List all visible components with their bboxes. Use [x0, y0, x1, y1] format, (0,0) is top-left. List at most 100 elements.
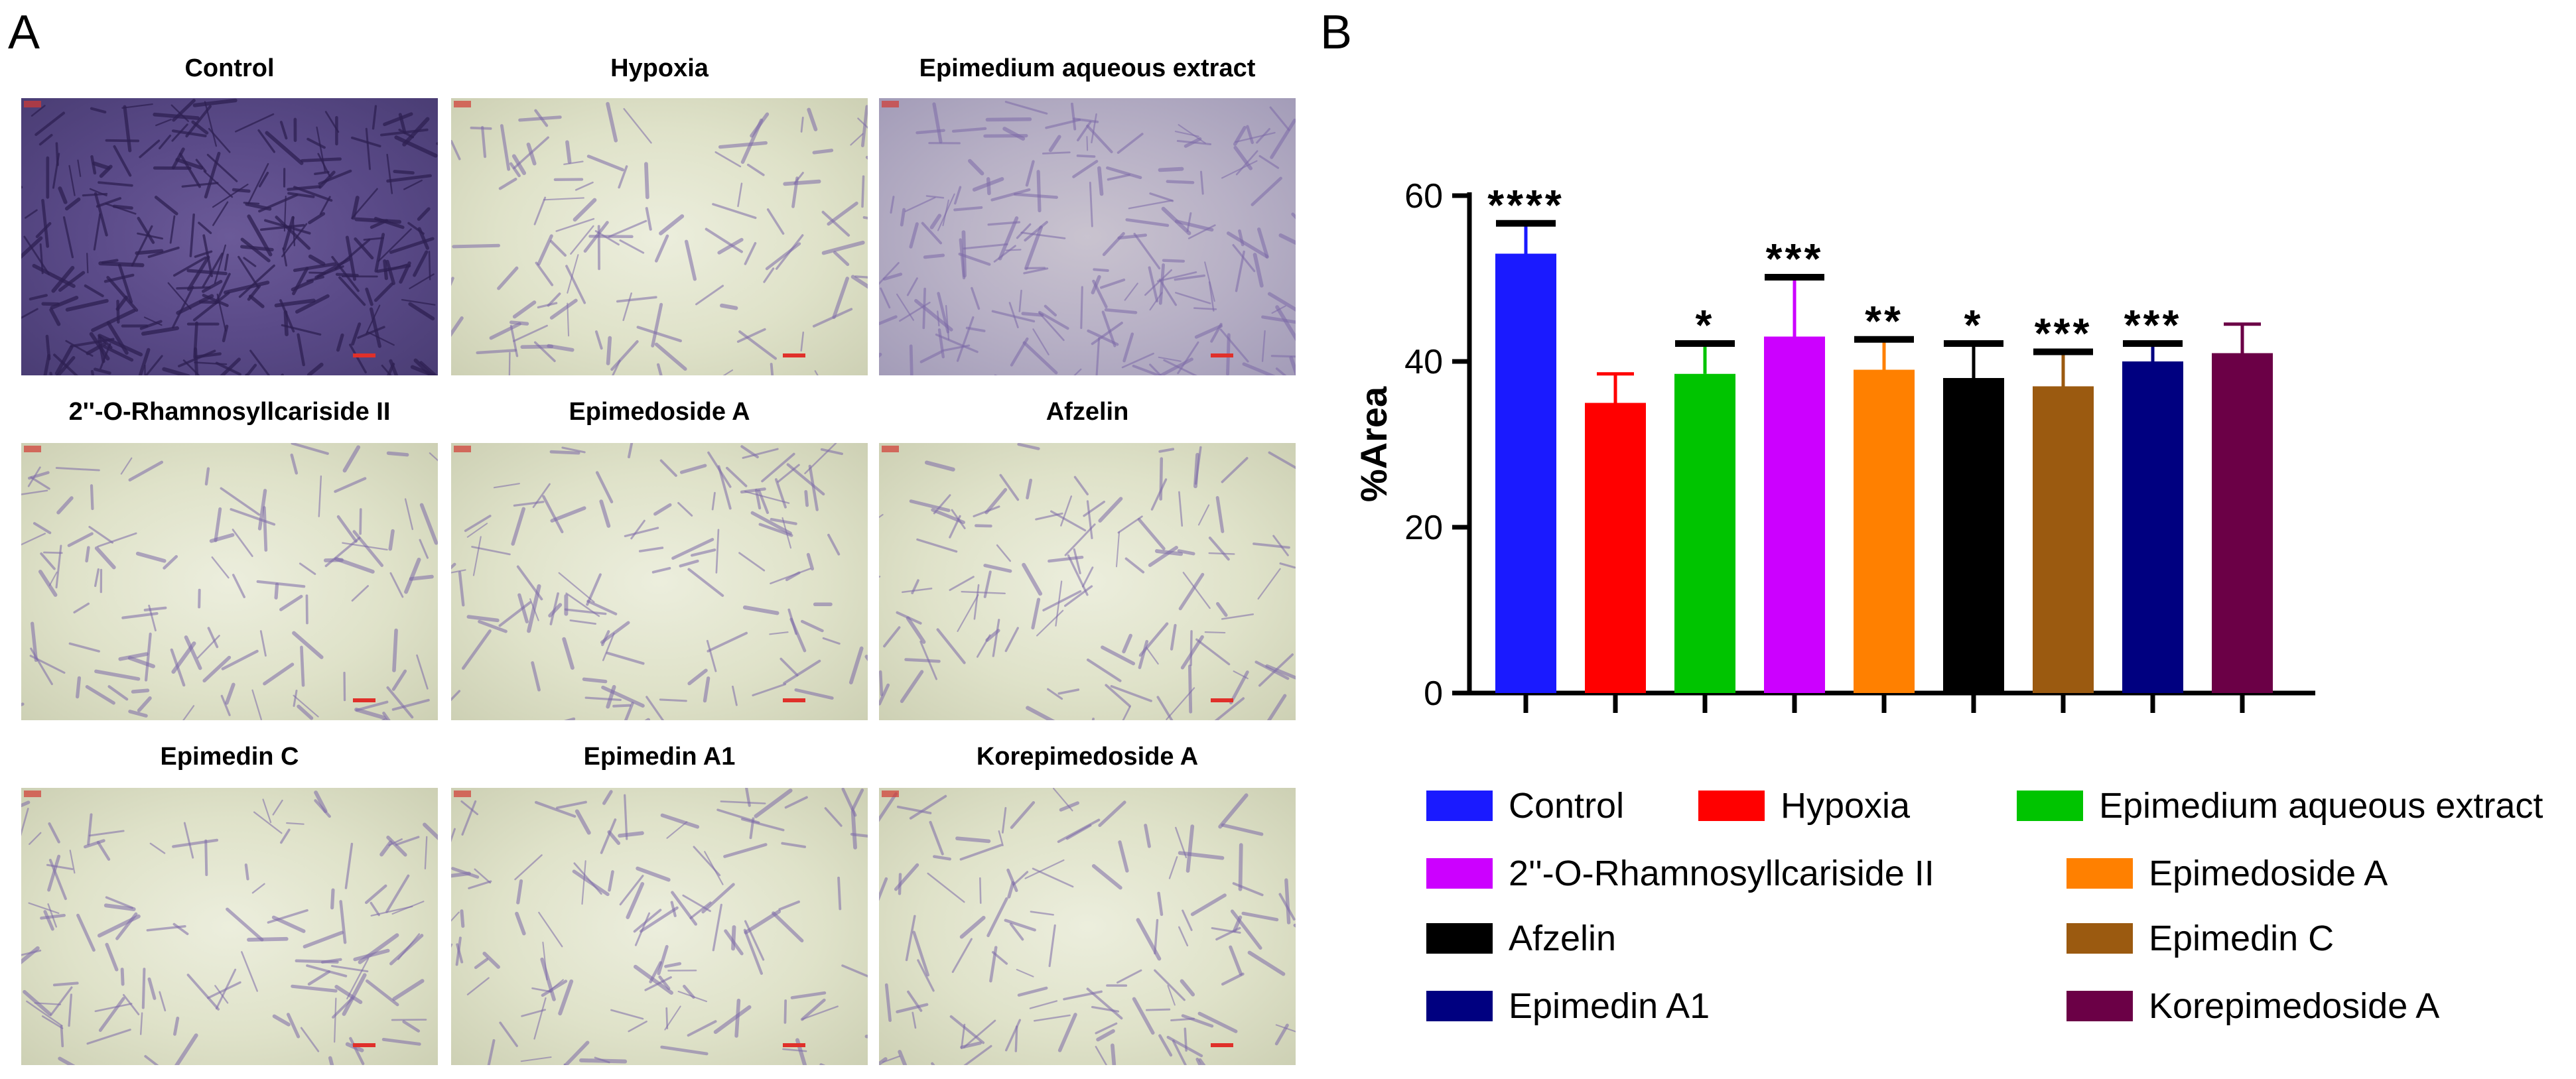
- cell-stroke: [192, 98, 237, 107]
- cell-stroke: [1086, 659, 1122, 682]
- cell-stroke: [94, 1003, 133, 1013]
- cell-stroke: [654, 342, 687, 371]
- cell-stroke: [973, 584, 980, 620]
- cell-stroke: [814, 370, 819, 375]
- cell-stroke: [1235, 150, 1258, 176]
- cell-stroke: [575, 181, 594, 191]
- cell-stroke: [76, 913, 96, 952]
- cell-stroke: [149, 842, 166, 854]
- legend-label: Epimedoside A: [2149, 854, 2388, 893]
- cell-stroke: [1157, 891, 1164, 917]
- cell-stroke: [900, 208, 906, 227]
- cell-stroke: [963, 1045, 992, 1065]
- cell-stroke: [656, 363, 663, 375]
- cell-stroke: [1180, 635, 1204, 670]
- cell-stroke: [1016, 223, 1032, 239]
- cell-stroke: [1048, 135, 1061, 153]
- cell-stroke: [800, 331, 805, 351]
- cell-stroke: [744, 241, 757, 265]
- cell-stroke: [742, 448, 779, 459]
- cell-stroke: [58, 1056, 76, 1065]
- cell-stroke: [750, 511, 792, 535]
- cell-stroke: [1018, 289, 1022, 312]
- cell-stroke: [184, 635, 202, 670]
- cell-stroke: [1172, 1039, 1187, 1065]
- cell-stroke: [407, 222, 425, 235]
- cell-stroke: [372, 105, 377, 130]
- cell-stroke: [687, 568, 724, 598]
- cell-stroke: [520, 1056, 552, 1062]
- cell-stroke: [1204, 261, 1215, 302]
- cell-stroke: [1198, 1058, 1206, 1065]
- legend-swatch: [2067, 858, 2133, 889]
- cell-stroke: [34, 111, 66, 137]
- cell-stroke: [516, 879, 523, 905]
- cell-stroke: [1253, 253, 1264, 288]
- cell-stroke: [334, 556, 375, 574]
- cell-stroke: [549, 239, 567, 257]
- cell-stroke: [1182, 572, 1211, 609]
- cell-stroke: [50, 295, 79, 310]
- cell-stroke: [761, 452, 795, 483]
- cell-stroke: [1080, 286, 1083, 330]
- cell-stroke: [967, 159, 984, 176]
- cell-stroke: [172, 99, 196, 122]
- cell-stroke: [1072, 160, 1099, 178]
- cell-stroke: [1166, 180, 1195, 184]
- cell-stroke: [985, 117, 1032, 122]
- cell-stroke: [1219, 328, 1249, 363]
- cell-stroke: [937, 292, 950, 334]
- cell-stroke: [366, 331, 395, 346]
- cell-stroke: [1221, 613, 1254, 620]
- cell-stroke: [97, 532, 137, 548]
- cell-stroke: [436, 142, 438, 145]
- cell-stroke: [241, 951, 259, 992]
- cell-stroke: [608, 220, 647, 238]
- cell-stroke: [338, 276, 366, 306]
- cell-stroke: [392, 628, 398, 672]
- cell-stroke: [297, 704, 314, 720]
- cell-stroke: [904, 196, 936, 212]
- cell-texture: [879, 443, 1296, 720]
- cell-stroke: [141, 968, 146, 1009]
- y-tick-label: 0: [1424, 674, 1443, 713]
- cell-stroke: [543, 197, 584, 201]
- cell-stroke: [602, 632, 615, 661]
- cell-stroke: [194, 361, 228, 365]
- cell-stroke: [244, 863, 249, 881]
- cell-stroke: [97, 914, 141, 938]
- cell-stroke: [499, 1021, 518, 1047]
- cell-stroke: [451, 871, 471, 878]
- cell-stroke: [256, 580, 306, 588]
- cell-stroke: [693, 846, 721, 877]
- bar: [2122, 361, 2183, 693]
- cell-stroke: [29, 655, 66, 674]
- cell-stroke: [772, 911, 804, 943]
- cell-stroke: [202, 252, 224, 288]
- cell-stroke: [172, 838, 219, 848]
- cell-stroke: [879, 576, 881, 578]
- cell-stroke: [996, 544, 1012, 562]
- cell-stroke: [1148, 546, 1178, 567]
- cell-stroke: [1195, 1057, 1202, 1065]
- cell-stroke: [716, 808, 760, 824]
- panel-b-letter: B: [1320, 6, 1353, 59]
- cell-stroke: [879, 513, 884, 519]
- cell-stroke: [645, 207, 652, 231]
- cell-stroke: [404, 557, 421, 594]
- cell-stroke: [610, 1009, 644, 1020]
- cell-stroke: [634, 912, 651, 946]
- cell-stroke: [1010, 337, 1029, 367]
- cell-stroke: [645, 696, 665, 720]
- cell-stroke: [746, 163, 765, 176]
- cell-stroke: [701, 883, 735, 914]
- cell-stroke: [882, 273, 903, 281]
- cell-stroke: [993, 245, 1016, 263]
- cell-stroke: [1031, 598, 1041, 630]
- cell-stroke: [806, 552, 815, 571]
- cell-stroke: [1067, 554, 1089, 596]
- cell-stroke: [172, 285, 194, 328]
- cell-stroke: [1002, 127, 1026, 141]
- cell-stroke: [155, 119, 172, 127]
